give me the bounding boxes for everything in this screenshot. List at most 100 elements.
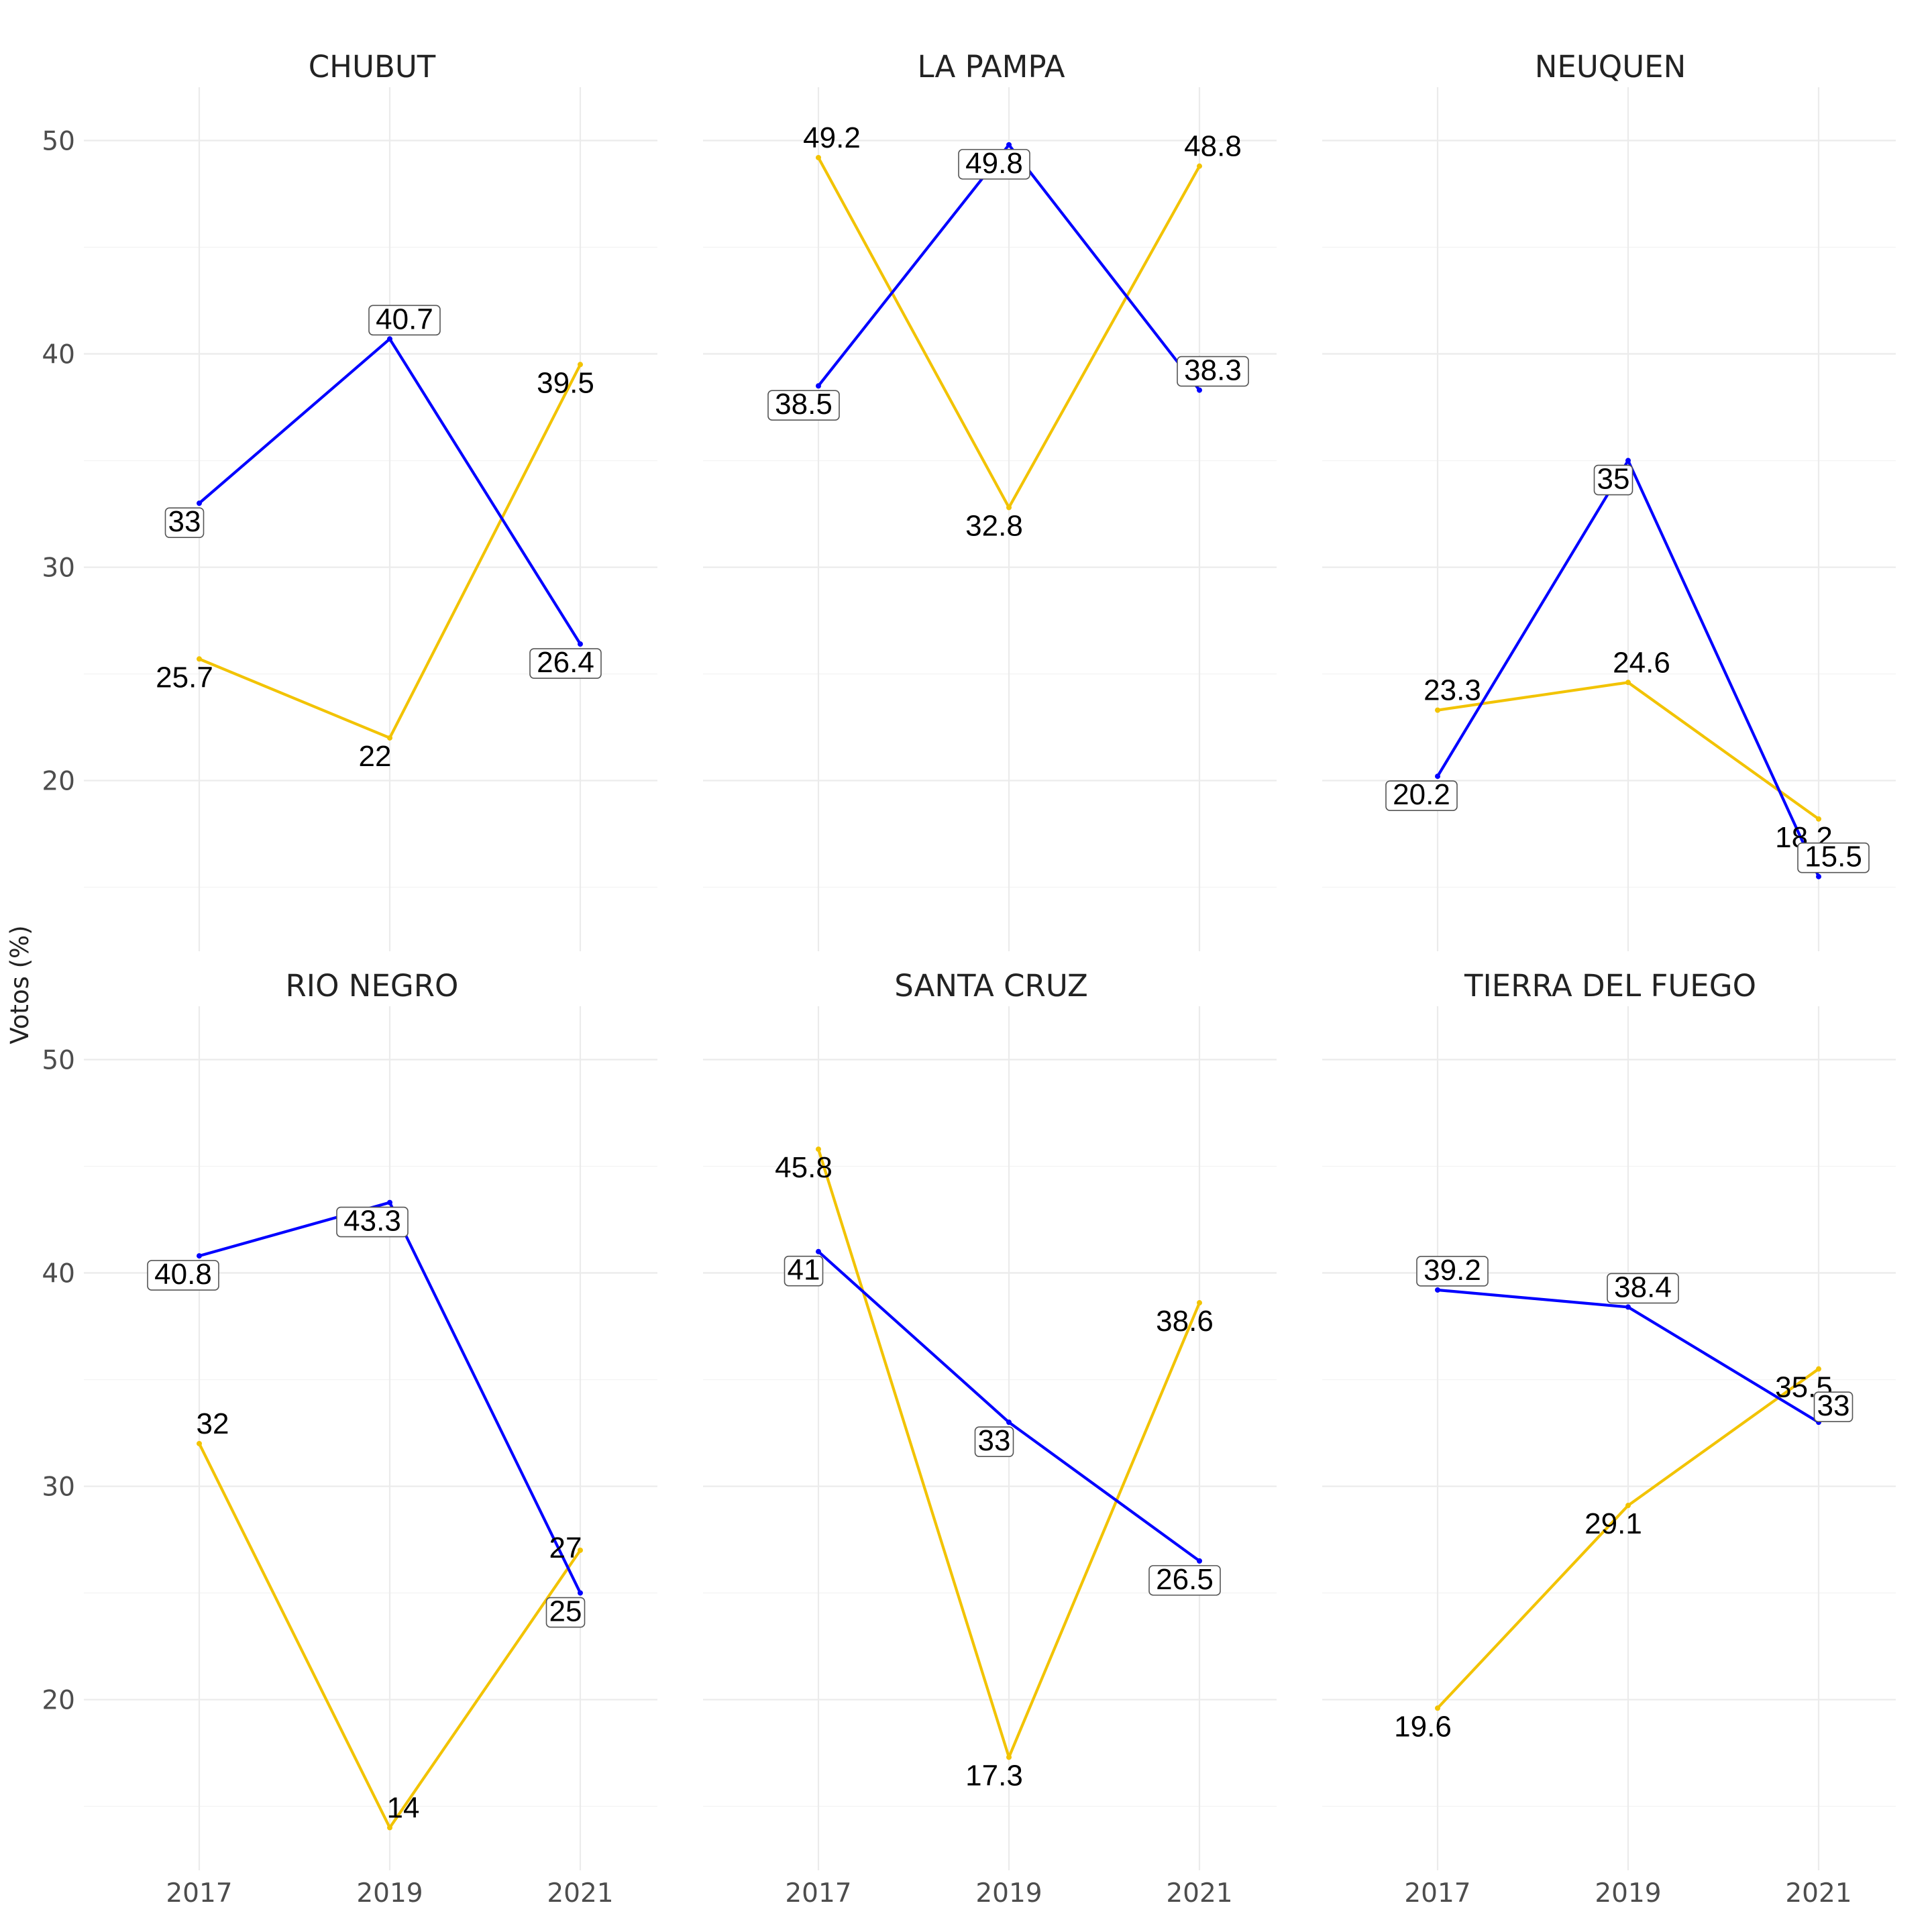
data-point [387, 336, 392, 342]
data-point [1435, 1705, 1440, 1711]
data-point [1197, 1300, 1202, 1306]
x-tick-label: 2017 [1404, 1878, 1470, 1909]
data-label: 45.8 [775, 1151, 833, 1184]
data-label: 29.1 [1585, 1507, 1642, 1540]
data-label-box [1593, 464, 1633, 496]
data-point [1006, 1754, 1012, 1760]
facet-panel-4: SANTA CRUZ 45.8 17.3 38.6 41 33 26.5 [703, 968, 1277, 1870]
data-label: 33 [978, 1424, 1011, 1457]
data-label: 22 [359, 740, 392, 773]
data-point [197, 656, 202, 662]
facet-title: LA PAMPA [917, 49, 1065, 85]
data-point [1197, 163, 1202, 169]
y-tick-label: 20 [42, 1686, 75, 1716]
data-label: 48.8 [1184, 130, 1242, 163]
data-point [1006, 504, 1012, 511]
data-point [1625, 1304, 1631, 1310]
data-label: 49.2 [803, 121, 861, 154]
data-label: 26.5 [1156, 1563, 1214, 1596]
data-label: 20.2 [1393, 778, 1450, 811]
data-label: 43.3 [343, 1205, 401, 1238]
data-point [816, 1146, 821, 1152]
data-label: 38.5 [775, 388, 833, 421]
x-tick-label: 2021 [547, 1878, 613, 1909]
data-label: 25.7 [156, 661, 213, 694]
x-tick-label: 2017 [785, 1878, 851, 1909]
data-point [1625, 1503, 1631, 1509]
data-label-box [958, 149, 1030, 180]
data-label: 41 [788, 1254, 820, 1287]
data-label-box [767, 390, 840, 421]
data-label-box [1797, 842, 1870, 873]
y-tick-label: 50 [42, 1046, 75, 1076]
data-label: 23.3 [1424, 674, 1481, 707]
data-point [387, 735, 392, 741]
data-point [1625, 680, 1631, 686]
data-point [197, 1440, 202, 1446]
data-label-box [147, 1260, 219, 1291]
data-label: 32.8 [965, 510, 1023, 543]
data-point [197, 1253, 202, 1259]
data-label: 26.4 [537, 646, 594, 679]
data-label: 32 [197, 1407, 229, 1440]
data-label: 15.5 [1805, 841, 1862, 873]
data-point [1006, 142, 1012, 148]
data-label: 24.6 [1613, 646, 1670, 679]
data-point [578, 1590, 583, 1596]
data-label-box [336, 1206, 409, 1238]
data-label-box [529, 648, 602, 679]
data-point [1625, 458, 1631, 464]
data-label-box [1607, 1273, 1679, 1304]
data-point [1816, 873, 1821, 879]
data-label-box [974, 1426, 1014, 1457]
data-point [1197, 387, 1202, 393]
data-label: 17.3 [965, 1759, 1023, 1792]
y-tick-label: 30 [42, 1472, 75, 1503]
data-label-box [164, 507, 205, 538]
data-point [816, 383, 821, 389]
data-point [1816, 816, 1821, 822]
data-point [387, 1199, 392, 1205]
y-tick-label: 40 [42, 1259, 75, 1289]
data-point [1435, 707, 1440, 713]
y-tick-label: 30 [42, 553, 75, 584]
data-label: 33 [168, 505, 201, 538]
y-axis-title: Votos (%) [5, 925, 34, 1044]
data-label: 38.4 [1614, 1271, 1672, 1303]
x-tick-label: 2019 [356, 1878, 423, 1909]
data-label-box [1385, 780, 1458, 812]
facet-title: TIERRA DEL FUEGO [1464, 968, 1756, 1004]
data-label: 40.7 [376, 303, 433, 335]
facet-title: CHUBUT [309, 49, 436, 85]
data-point [578, 362, 583, 368]
data-point [387, 1825, 392, 1831]
data-label-box [1148, 1565, 1221, 1596]
data-point [816, 154, 821, 160]
data-point [1816, 1366, 1821, 1372]
data-point [197, 500, 202, 506]
data-label-box [545, 1597, 586, 1628]
data-label: 19.6 [1394, 1710, 1452, 1743]
data-label: 27 [549, 1532, 582, 1564]
facet-panel-1: LA PAMPA 49.2 32.8 48.8 38.5 49.8 38.3 [703, 49, 1277, 951]
data-point [578, 641, 583, 647]
x-tick-label: 2021 [1166, 1878, 1232, 1909]
data-point [1197, 1558, 1202, 1564]
facet-title: NEUQUEN [1535, 49, 1686, 85]
data-point [1435, 773, 1440, 780]
y-tick-label: 50 [42, 127, 75, 157]
x-tick-label: 2021 [1785, 1878, 1851, 1909]
facet-title: SANTA CRUZ [894, 968, 1088, 1004]
y-tick-label: 20 [42, 767, 75, 797]
data-label-box [1813, 1391, 1854, 1422]
data-point [1435, 1287, 1440, 1293]
data-label-box [1177, 356, 1249, 387]
data-label: 38.3 [1184, 354, 1242, 387]
data-point [1006, 1419, 1012, 1426]
facet-panel-3: RIO NEGRO 32 14 27 40.8 43.3 25 [84, 968, 657, 1870]
data-point [578, 1547, 583, 1553]
data-label: 25 [549, 1595, 582, 1628]
